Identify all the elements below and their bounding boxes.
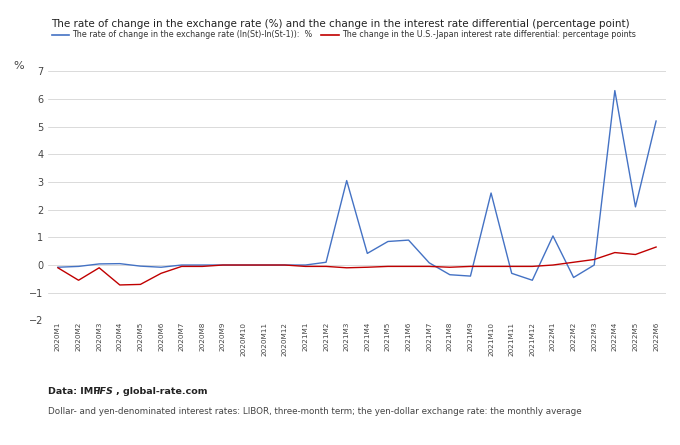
The rate of change in the exchange rate (ln(St)-ln(St-1)):  %: (8, 0): %: (8, 0)	[219, 263, 227, 268]
The change in the U.S.-Japan interest rate differential: percentage points: (29, 0.65): percentage points: (29, 0.65)	[652, 244, 660, 250]
The change in the U.S.-Japan interest rate differential: percentage points: (11, 0): percentage points: (11, 0)	[281, 263, 289, 268]
The change in the U.S.-Japan interest rate differential: percentage points: (4, -0.7): percentage points: (4, -0.7)	[136, 282, 144, 287]
The rate of change in the exchange rate (ln(St)-ln(St-1)):  %: (15, 0.42): %: (15, 0.42)	[363, 251, 371, 256]
The change in the U.S.-Japan interest rate differential: percentage points: (25, 0.1): percentage points: (25, 0.1)	[569, 259, 577, 265]
The rate of change in the exchange rate (ln(St)-ln(St-1)):  %: (11, 0): %: (11, 0)	[281, 263, 289, 268]
The change in the U.S.-Japan interest rate differential: percentage points: (3, -0.72): percentage points: (3, -0.72)	[116, 282, 124, 287]
The rate of change in the exchange rate (ln(St)-ln(St-1)):  %: (21, 2.6): %: (21, 2.6)	[487, 190, 495, 196]
The change in the U.S.-Japan interest rate differential: percentage points: (24, 0): percentage points: (24, 0)	[549, 263, 557, 268]
The change in the U.S.-Japan interest rate differential: percentage points: (0, -0.1): percentage points: (0, -0.1)	[54, 265, 62, 271]
The rate of change in the exchange rate (ln(St)-ln(St-1)):  %: (2, 0.04): %: (2, 0.04)	[95, 261, 103, 267]
The rate of change in the exchange rate (ln(St)-ln(St-1)):  %: (4, -0.04): %: (4, -0.04)	[136, 263, 144, 269]
The rate of change in the exchange rate (ln(St)-ln(St-1)):  %: (29, 5.2): %: (29, 5.2)	[652, 118, 660, 124]
The rate of change in the exchange rate (ln(St)-ln(St-1)):  %: (20, -0.4): %: (20, -0.4)	[466, 273, 475, 279]
The rate of change in the exchange rate (ln(St)-ln(St-1)):  %: (26, 0): %: (26, 0)	[590, 263, 598, 268]
The change in the U.S.-Japan interest rate differential: percentage points: (2, -0.1): percentage points: (2, -0.1)	[95, 265, 103, 271]
Text: Data: IMF: Data: IMF	[48, 387, 103, 396]
The rate of change in the exchange rate (ln(St)-ln(St-1)):  %: (16, 0.85): %: (16, 0.85)	[384, 239, 392, 244]
The rate of change in the exchange rate (ln(St)-ln(St-1)):  %: (17, 0.9): %: (17, 0.9)	[405, 238, 413, 243]
The change in the U.S.-Japan interest rate differential: percentage points: (18, -0.05): percentage points: (18, -0.05)	[425, 264, 433, 269]
The change in the U.S.-Japan interest rate differential: percentage points: (8, 0): percentage points: (8, 0)	[219, 263, 227, 268]
The rate of change in the exchange rate (ln(St)-ln(St-1)):  %: (1, -0.05): %: (1, -0.05)	[74, 264, 83, 269]
The rate of change in the exchange rate (ln(St)-ln(St-1)):  %: (14, 3.05): %: (14, 3.05)	[343, 178, 351, 183]
The change in the U.S.-Japan interest rate differential: percentage points: (1, -0.55): percentage points: (1, -0.55)	[74, 278, 83, 283]
The change in the U.S.-Japan interest rate differential: percentage points: (14, -0.1): percentage points: (14, -0.1)	[343, 265, 351, 271]
The rate of change in the exchange rate (ln(St)-ln(St-1)):  %: (19, -0.35): %: (19, -0.35)	[446, 272, 454, 277]
The change in the U.S.-Japan interest rate differential: percentage points: (23, -0.05): percentage points: (23, -0.05)	[528, 264, 537, 269]
The rate of change in the exchange rate (ln(St)-ln(St-1)):  %: (28, 2.1): %: (28, 2.1)	[631, 204, 639, 210]
Legend: The rate of change in the exchange rate (ln(St)-ln(St-1)):  %, The change in the: The rate of change in the exchange rate …	[52, 30, 636, 39]
The rate of change in the exchange rate (ln(St)-ln(St-1)):  %: (23, -0.55): %: (23, -0.55)	[528, 278, 537, 283]
Text: Dollar- and yen-denominated interest rates: LIBOR, three-month term; the yen-dol: Dollar- and yen-denominated interest rat…	[48, 407, 581, 416]
Line: The rate of change in the exchange rate (ln(St)-ln(St-1)):  %: The rate of change in the exchange rate …	[58, 91, 656, 280]
The change in the U.S.-Japan interest rate differential: percentage points: (9, 0): percentage points: (9, 0)	[239, 263, 248, 268]
The rate of change in the exchange rate (ln(St)-ln(St-1)):  %: (12, 0): %: (12, 0)	[301, 263, 309, 268]
The change in the U.S.-Japan interest rate differential: percentage points: (21, -0.05): percentage points: (21, -0.05)	[487, 264, 495, 269]
Line: The change in the U.S.-Japan interest rate differential: percentage points: The change in the U.S.-Japan interest ra…	[58, 247, 656, 285]
The change in the U.S.-Japan interest rate differential: percentage points: (5, -0.3): percentage points: (5, -0.3)	[157, 271, 165, 276]
Text: %: %	[14, 61, 24, 71]
The change in the U.S.-Japan interest rate differential: percentage points: (27, 0.45): percentage points: (27, 0.45)	[611, 250, 619, 255]
Text: , global-rate.com: , global-rate.com	[116, 387, 207, 396]
The change in the U.S.-Japan interest rate differential: percentage points: (15, -0.08): percentage points: (15, -0.08)	[363, 265, 371, 270]
The rate of change in the exchange rate (ln(St)-ln(St-1)):  %: (13, 0.1): %: (13, 0.1)	[322, 259, 330, 265]
The rate of change in the exchange rate (ln(St)-ln(St-1)):  %: (18, 0.08): %: (18, 0.08)	[425, 260, 433, 266]
The change in the U.S.-Japan interest rate differential: percentage points: (26, 0.2): percentage points: (26, 0.2)	[590, 257, 598, 262]
The change in the U.S.-Japan interest rate differential: percentage points: (7, -0.05): percentage points: (7, -0.05)	[199, 264, 207, 269]
Text: IFS: IFS	[97, 387, 114, 396]
The rate of change in the exchange rate (ln(St)-ln(St-1)):  %: (0, -0.08): %: (0, -0.08)	[54, 265, 62, 270]
The rate of change in the exchange rate (ln(St)-ln(St-1)):  %: (22, -0.3): %: (22, -0.3)	[507, 271, 515, 276]
The rate of change in the exchange rate (ln(St)-ln(St-1)):  %: (24, 1.05): %: (24, 1.05)	[549, 233, 557, 239]
The change in the U.S.-Japan interest rate differential: percentage points: (6, -0.05): percentage points: (6, -0.05)	[177, 264, 186, 269]
Text: The rate of change in the exchange rate (%) and the change in the interest rate : The rate of change in the exchange rate …	[51, 19, 629, 28]
The rate of change in the exchange rate (ln(St)-ln(St-1)):  %: (10, 0): %: (10, 0)	[260, 263, 268, 268]
The rate of change in the exchange rate (ln(St)-ln(St-1)):  %: (25, -0.45): %: (25, -0.45)	[569, 275, 577, 280]
The rate of change in the exchange rate (ln(St)-ln(St-1)):  %: (9, 0): %: (9, 0)	[239, 263, 248, 268]
The rate of change in the exchange rate (ln(St)-ln(St-1)):  %: (7, 0): %: (7, 0)	[199, 263, 207, 268]
The rate of change in the exchange rate (ln(St)-ln(St-1)):  %: (27, 6.3): %: (27, 6.3)	[611, 88, 619, 93]
The change in the U.S.-Japan interest rate differential: percentage points: (16, -0.05): percentage points: (16, -0.05)	[384, 264, 392, 269]
The rate of change in the exchange rate (ln(St)-ln(St-1)):  %: (5, -0.08): %: (5, -0.08)	[157, 265, 165, 270]
The change in the U.S.-Japan interest rate differential: percentage points: (13, -0.05): percentage points: (13, -0.05)	[322, 264, 330, 269]
The change in the U.S.-Japan interest rate differential: percentage points: (17, -0.05): percentage points: (17, -0.05)	[405, 264, 413, 269]
The change in the U.S.-Japan interest rate differential: percentage points: (12, -0.05): percentage points: (12, -0.05)	[301, 264, 309, 269]
The change in the U.S.-Japan interest rate differential: percentage points: (19, -0.08): percentage points: (19, -0.08)	[446, 265, 454, 270]
The change in the U.S.-Japan interest rate differential: percentage points: (20, -0.05): percentage points: (20, -0.05)	[466, 264, 475, 269]
The change in the U.S.-Japan interest rate differential: percentage points: (22, -0.05): percentage points: (22, -0.05)	[507, 264, 515, 269]
The change in the U.S.-Japan interest rate differential: percentage points: (28, 0.38): percentage points: (28, 0.38)	[631, 252, 639, 257]
The change in the U.S.-Japan interest rate differential: percentage points: (10, 0): percentage points: (10, 0)	[260, 263, 268, 268]
The rate of change in the exchange rate (ln(St)-ln(St-1)):  %: (6, 0): %: (6, 0)	[177, 263, 186, 268]
The rate of change in the exchange rate (ln(St)-ln(St-1)):  %: (3, 0.05): %: (3, 0.05)	[116, 261, 124, 266]
